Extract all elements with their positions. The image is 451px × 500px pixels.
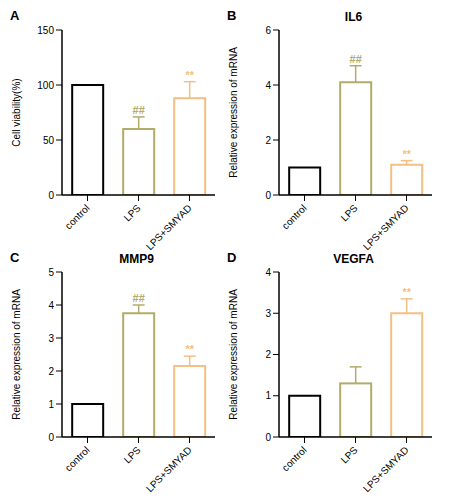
svg-text:5: 5 [48, 267, 54, 278]
svg-text:LPS+SMYAD: LPS+SMYAD [144, 202, 194, 250]
svg-text:**: ** [402, 148, 411, 160]
svg-text:##: ## [133, 104, 145, 116]
html-text:VEGFA: VEGFA [333, 252, 374, 266]
svg-text:Relative expression of mRNA: Relative expression of mRNA [228, 47, 239, 178]
svg-text:control: control [63, 444, 92, 473]
svg-text:2: 2 [48, 366, 54, 377]
html-text:D: D [227, 250, 237, 265]
html-text:IL6: IL6 [344, 10, 363, 24]
svg-text:LPS+SMYAD: LPS+SMYAD [144, 444, 194, 492]
html-text:MMP9: MMP9 [119, 252, 154, 266]
svg-text:1: 1 [48, 399, 54, 410]
svg-text:##: ## [133, 292, 145, 304]
svg-text:control: control [280, 444, 309, 473]
svg-text:0: 0 [265, 190, 271, 201]
svg-text:LPS+SMYAD: LPS+SMYAD [361, 202, 411, 250]
svg-text:0: 0 [48, 432, 54, 443]
svg-text:LPS: LPS [339, 444, 360, 465]
html-text:B: B [227, 8, 237, 23]
svg-text:**: ** [402, 286, 411, 298]
svg-text:4: 4 [265, 80, 271, 91]
svg-text:Cell viability(%): Cell viability(%) [11, 78, 22, 146]
html-text:A: A [10, 8, 20, 23]
svg-text:2: 2 [265, 135, 271, 146]
svg-text:LPS: LPS [122, 202, 143, 223]
svg-text:Relative expression of mRNA: Relative expression of mRNA [11, 289, 22, 420]
svg-text:Relative expression of mRNA: Relative expression of mRNA [228, 289, 239, 420]
svg-text:**: ** [185, 69, 194, 81]
svg-text:100: 100 [37, 80, 54, 91]
svg-text:##: ## [350, 53, 362, 65]
svg-text:**: ** [185, 343, 194, 355]
svg-text:3: 3 [48, 333, 54, 344]
svg-text:3: 3 [265, 308, 271, 319]
svg-text:LPS: LPS [122, 444, 143, 465]
svg-text:LPS+SMYAD: LPS+SMYAD [361, 444, 411, 492]
svg-text:50: 50 [43, 135, 55, 146]
svg-text:4: 4 [265, 267, 271, 278]
svg-text:1: 1 [265, 390, 271, 401]
svg-text:6: 6 [265, 25, 271, 36]
svg-text:0: 0 [265, 432, 271, 443]
svg-text:control: control [63, 202, 92, 231]
svg-text:control: control [280, 202, 309, 231]
svg-text:2: 2 [265, 349, 271, 360]
svg-text:0: 0 [48, 190, 54, 201]
svg-text:150: 150 [37, 25, 54, 36]
svg-text:LPS: LPS [339, 202, 360, 223]
svg-text:4: 4 [48, 300, 54, 311]
html-text:C: C [10, 250, 20, 265]
